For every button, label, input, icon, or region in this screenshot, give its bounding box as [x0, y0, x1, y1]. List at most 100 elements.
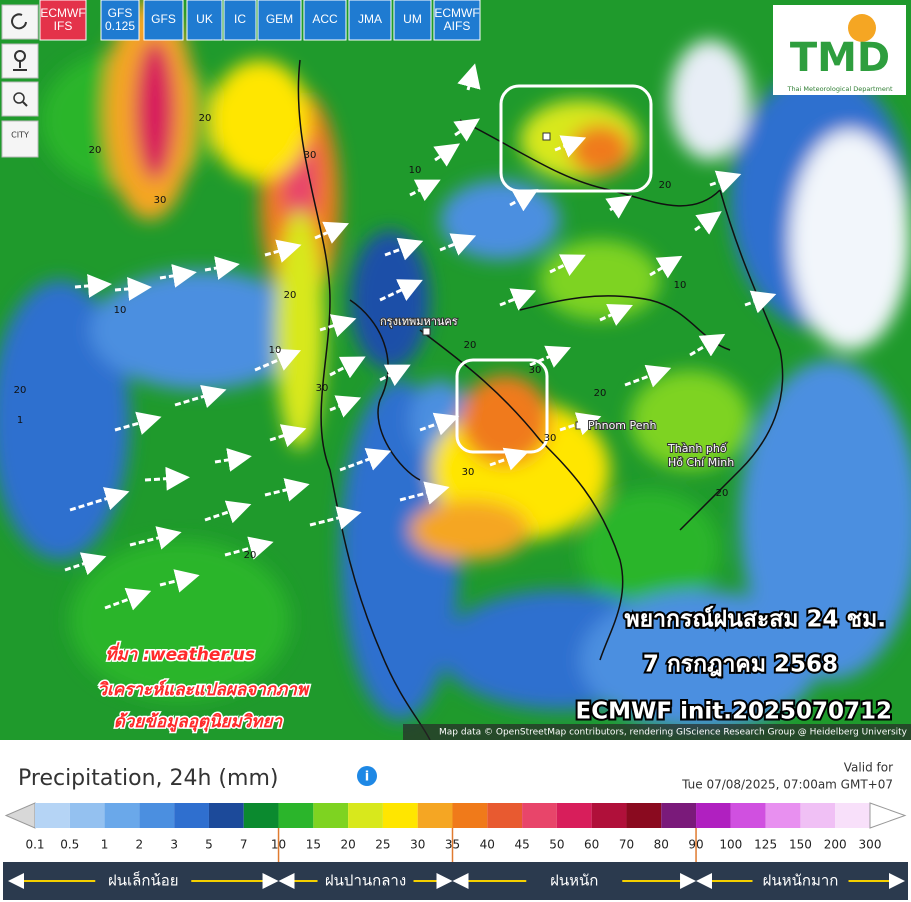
scale-swatch	[730, 803, 766, 828]
scale-tick: 1	[101, 838, 109, 852]
scale-swatch	[835, 803, 870, 828]
wind-arrow	[509, 189, 539, 212]
model-label: ECMWF	[434, 6, 479, 20]
wind-arrow	[264, 478, 310, 502]
model-button[interactable]	[223, 0, 257, 41]
contour-label: 10	[114, 305, 127, 316]
wind-arrow	[174, 384, 227, 408]
wind-arrow	[399, 481, 450, 505]
wind-arrow	[559, 412, 602, 436]
wind-arrow	[433, 143, 460, 167]
scale-tick: 15	[306, 838, 321, 852]
map: 202030302010103020102030302030201020120 …	[0, 0, 911, 740]
wind-arrow	[144, 466, 190, 491]
source-text: ที่มา :weather.us	[105, 642, 255, 665]
contour-label: 30	[304, 150, 317, 161]
contour-label: 10	[409, 165, 422, 176]
legend: Precipitation, 24h (mm) i Valid for Tue …	[0, 740, 911, 902]
info-icon[interactable]	[357, 766, 377, 786]
scale-swatch	[278, 803, 314, 828]
model-button[interactable]	[186, 0, 223, 41]
scale-tick: 2	[136, 838, 144, 852]
logo-subtitle: Thai Meteorological Department	[786, 85, 893, 93]
wind-arrow	[314, 221, 350, 244]
wind-arrow	[549, 254, 586, 277]
city-button[interactable]	[1, 120, 39, 158]
wind-arrow	[605, 195, 632, 219]
overlay: พยากรณ์ฝนสะสม 24 ชม. 7 กรกฎาคม 2568 ECMWF …	[96, 604, 894, 734]
wind-arrow	[384, 237, 424, 261]
scale-swatch	[522, 803, 557, 828]
band-label: ฝนหนักมาก	[763, 872, 839, 890]
wind-arrow	[439, 233, 477, 256]
scale-swatch	[243, 803, 279, 828]
scale-swatch	[487, 803, 523, 828]
forecast-text: ECMWF init.2025070712	[576, 699, 892, 725]
model-label: 0.125	[105, 19, 135, 33]
refresh-button[interactable]	[1, 4, 39, 40]
scale-tick: 80	[654, 838, 669, 852]
scale-swatch	[800, 803, 836, 828]
contour-label: 10	[674, 280, 687, 291]
model-button[interactable]	[143, 0, 184, 41]
contour-label: 20	[659, 180, 672, 191]
scale-tick: 25	[375, 838, 390, 852]
side-buttons: CITY	[1, 4, 39, 158]
scale-swatch	[452, 803, 488, 828]
contour-label: 10	[269, 345, 282, 356]
wind-arrow	[114, 411, 162, 435]
source-text: ด้วยข้อมูลอุตุนิยมวิทยา	[114, 712, 284, 732]
wind-arrow	[254, 348, 302, 372]
scale-swatch	[765, 803, 801, 828]
wind-arrow	[457, 63, 481, 91]
valid-label: Valid for	[844, 761, 893, 775]
model-button[interactable]	[257, 0, 302, 41]
contour-label: 20	[199, 113, 212, 124]
contour-label: 30	[544, 433, 557, 444]
scale-tick: 7	[240, 838, 248, 852]
wind-arrow	[319, 314, 357, 338]
scale-swatch	[348, 803, 383, 828]
wind-arrow	[599, 304, 633, 326]
place-label: Phnom Penh	[588, 419, 656, 432]
wind-arrow	[339, 447, 392, 472]
model-label: AIFS	[444, 19, 471, 33]
valid-time: Tue 07/08/2025, 07:00am GMT+07	[681, 778, 893, 792]
logo: TMD Thai Meteorological Department	[773, 5, 906, 95]
scale-swatch	[869, 802, 907, 829]
model-label: UK	[196, 12, 213, 26]
scale-swatch	[174, 803, 209, 828]
scale-tick: 20	[340, 838, 355, 852]
attribution: Map data © OpenStreetMap contributors, r…	[439, 728, 908, 738]
scale-swatch	[104, 803, 140, 828]
wind-arrow	[224, 536, 274, 560]
city-label: CITY	[11, 131, 29, 140]
model-label: GFS	[151, 12, 176, 26]
wind-arrow	[214, 448, 252, 472]
scale-tick: 100	[719, 838, 742, 852]
model-label: GEM	[266, 12, 293, 26]
zoom-button[interactable]	[1, 81, 39, 117]
scale-swatch	[382, 803, 418, 828]
model-label: JMA	[358, 12, 382, 26]
model-button[interactable]	[100, 0, 140, 41]
model-button[interactable]	[348, 0, 392, 41]
model-label: IFS	[54, 19, 73, 33]
scale-tick: 30	[410, 838, 425, 852]
forecast-text: พยากรณ์ฝนสะสม 24 ชม.	[625, 606, 887, 633]
svg-text:i: i	[365, 770, 369, 785]
scale-swatch	[661, 803, 697, 828]
wind-arrow	[489, 447, 530, 471]
scale-swatch	[626, 803, 662, 828]
contour-label: 30	[462, 467, 475, 478]
logo-title: TMD	[790, 35, 890, 81]
wind-arrow	[744, 290, 777, 314]
model-button[interactable]	[39, 0, 87, 41]
model-button[interactable]	[303, 0, 347, 41]
model-button[interactable]	[433, 0, 481, 41]
model-label: ACC	[312, 12, 338, 26]
wind-arrow	[74, 273, 112, 298]
model-button[interactable]	[393, 0, 432, 41]
scale-tick: 60	[584, 838, 599, 852]
